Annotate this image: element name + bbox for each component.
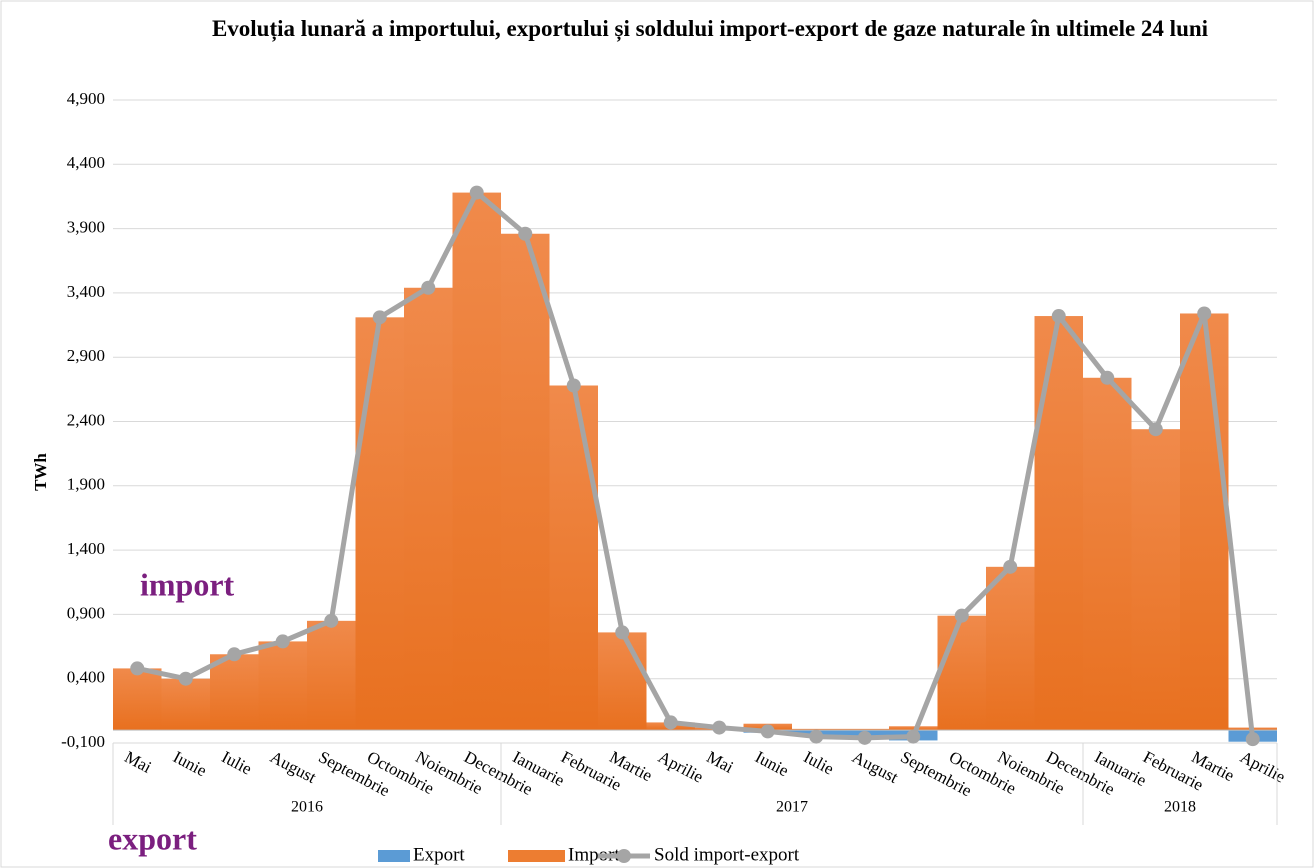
bar: [1083, 377, 1132, 731]
line-marker: [1197, 306, 1212, 321]
bar: [452, 192, 501, 731]
bar: [792, 728, 841, 731]
y-tick-label: 0,900: [67, 603, 105, 622]
y-tick-label: 1,400: [67, 539, 105, 558]
x-tick-label: Aprilie: [1237, 747, 1288, 786]
x-tick-label: Aprilie: [655, 747, 706, 786]
y-tick-label: 4,400: [67, 153, 105, 172]
line-marker: [227, 647, 242, 662]
line-marker: [712, 720, 727, 735]
x-tick-label: Iunie: [752, 747, 792, 780]
line-marker: [566, 378, 581, 393]
bar: [1034, 316, 1083, 731]
bar: [501, 233, 550, 731]
x-tick-label: Mai: [704, 747, 737, 777]
line-marker: [1100, 370, 1115, 385]
line-marker: [130, 661, 145, 676]
legend-swatch: [617, 849, 631, 863]
line-marker: [421, 280, 436, 295]
bar: [258, 641, 307, 731]
bar: [840, 728, 889, 731]
x-tick-label: Iulie: [801, 747, 837, 778]
y-tick-label: 2,400: [67, 410, 105, 429]
line-marker: [469, 185, 484, 200]
line-marker: [1148, 422, 1163, 437]
bar: [113, 668, 162, 731]
line-marker: [1051, 309, 1066, 324]
bar: [355, 317, 404, 731]
legend-label: Sold import-export: [654, 844, 800, 865]
y-tick-label: 1,900: [67, 475, 105, 494]
x-tick-label: Iulie: [219, 747, 255, 778]
y-tick-label: -0,100: [61, 732, 105, 751]
legend-swatch: [508, 850, 565, 862]
line-marker: [857, 730, 872, 745]
line-marker: [954, 608, 969, 623]
annotation: import: [140, 566, 235, 602]
line-marker: [906, 729, 921, 744]
x-tick-label: Iunie: [170, 747, 210, 780]
group-label: 2016: [291, 799, 323, 816]
group-label: 2017: [776, 799, 808, 816]
line-marker: [372, 310, 387, 325]
bar: [1180, 313, 1229, 731]
line: [136, 190, 1256, 741]
bar: [598, 632, 647, 731]
line-marker: [324, 613, 339, 628]
y-tick-label: 3,400: [67, 282, 105, 301]
line-marker: [178, 671, 193, 686]
bar: [161, 678, 210, 731]
x-tick-label: August: [849, 747, 902, 787]
y-tick-label: 0,400: [67, 668, 105, 687]
y-axis-label: TWh: [31, 453, 50, 491]
line-marker: [809, 729, 824, 744]
line-marker: [518, 226, 533, 241]
legend-swatch: [378, 850, 410, 862]
bar: [549, 385, 598, 731]
bar: [210, 654, 259, 731]
chart-title: Evoluția lunară a importului, exportului…: [211, 16, 1209, 41]
line-marker: [760, 724, 775, 739]
legend-label: Import: [568, 844, 620, 865]
bar: [1131, 429, 1180, 731]
group-label: 2018: [1164, 799, 1196, 816]
bar: [937, 615, 986, 731]
line-marker: [1003, 559, 1018, 574]
y-tick-label: 4,900: [67, 89, 105, 108]
bar: [307, 620, 356, 731]
bar: [986, 566, 1035, 731]
line-marker: [1245, 732, 1260, 747]
line-marker: [615, 625, 630, 640]
line-marker: [663, 715, 678, 730]
line-marker: [275, 634, 290, 649]
annotation: export: [108, 820, 197, 856]
legend-label: Export: [413, 844, 465, 865]
x-tick-label: Mai: [122, 747, 155, 777]
y-tick-label: 3,900: [67, 218, 105, 237]
y-tick-label: 2,900: [67, 346, 105, 365]
x-tick-label: August: [267, 747, 320, 787]
bar: [404, 287, 453, 731]
bar: [889, 726, 938, 731]
